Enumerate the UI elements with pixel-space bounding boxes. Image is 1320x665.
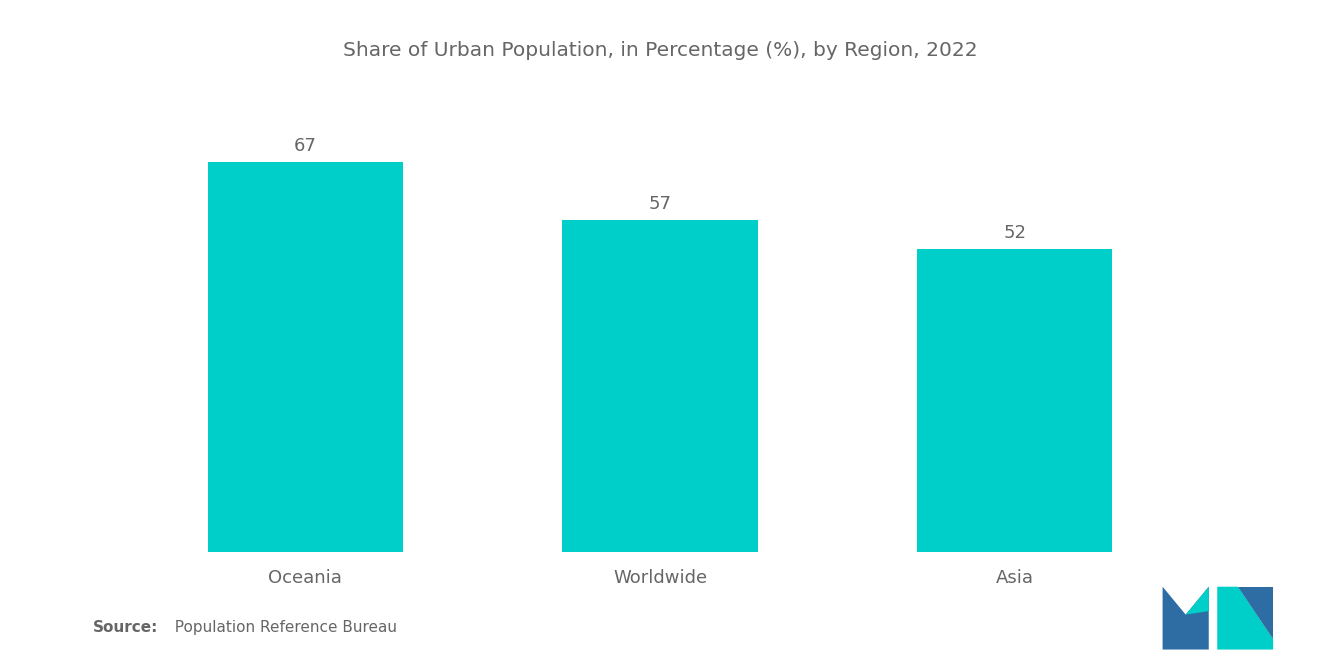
Text: Source:: Source: (92, 620, 158, 635)
Title: Share of Urban Population, in Percentage (%), by Region, 2022: Share of Urban Population, in Percentage… (343, 41, 977, 60)
Bar (562, 220, 758, 552)
Bar (207, 162, 403, 552)
Text: 67: 67 (294, 137, 317, 155)
Polygon shape (1238, 587, 1272, 639)
Polygon shape (1163, 587, 1209, 650)
Text: 52: 52 (1003, 224, 1026, 242)
Polygon shape (1185, 587, 1209, 614)
Text: 57: 57 (648, 196, 672, 213)
Bar (917, 249, 1113, 552)
Polygon shape (1217, 587, 1272, 650)
Text: Population Reference Bureau: Population Reference Bureau (165, 620, 397, 635)
